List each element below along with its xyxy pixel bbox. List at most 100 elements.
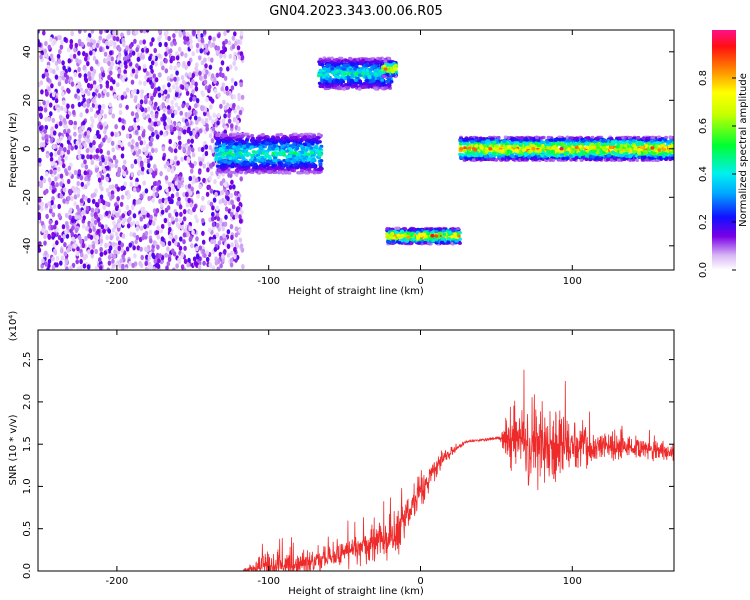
heatmap-cell [53,250,58,256]
heatmap-cell [209,104,213,110]
heatmap-cell [134,181,139,187]
heatmap-cell [44,261,48,267]
heatmap-cell [51,196,55,202]
heatmap-cell [173,155,178,161]
heatmap-cell [88,228,93,234]
heatmap-cell [133,122,137,129]
heatmap-cell [164,68,169,74]
heatmap-cell [40,89,44,95]
heatmap-cell [39,54,43,60]
heatmap-cell [155,229,160,235]
heatmap-cell [61,60,65,66]
heatmap-cell [176,62,181,68]
heatmap-cell [230,179,234,185]
heatmap-cell [150,82,155,88]
heatmap-cell [236,145,241,149]
heatmap-cell [238,109,243,116]
heatmap-cell [145,47,150,54]
heatmap-cell [177,46,182,52]
heatmap-cell [226,30,230,33]
heatmap-cell [236,45,241,51]
heatmap-cell [192,256,197,262]
heatmap-cell [202,120,206,126]
heatmap-cell [140,161,144,168]
heatmap-cell [197,146,202,152]
heatmap-cell [188,175,193,182]
heatmap-cell [109,235,113,241]
heatmap-cell [94,207,99,213]
heatmap-cell [142,112,146,118]
heatmap-cell [60,255,65,261]
heatmap-cell [120,153,125,159]
heatmap-cell [165,98,170,104]
heatmap-cell [63,107,67,113]
heatmap-cell [89,154,93,160]
heatmap-cell [191,72,195,79]
heatmap-cell [318,163,323,167]
heatmap-cell [202,30,207,35]
heatmap-cell [62,187,67,193]
heatmap-cell [121,118,125,124]
heatmap-cell [327,58,332,62]
heatmap-cell [135,226,140,232]
heatmap-cell [211,126,216,132]
heatmap-cell [446,237,451,241]
heatmap-cell [86,61,90,67]
heatmap-cell [240,54,245,61]
heatmap-cell [235,206,240,213]
heatmap-cell [79,175,84,181]
heatmap-cell [51,212,56,218]
heatmap-cell [346,75,351,79]
heatmap-cell [86,91,91,97]
heatmap-cell [38,125,43,131]
heatmap-cell [153,47,157,54]
heatmap-cell [344,58,349,62]
heatmap-cell [77,208,81,214]
heatmap-cell [335,78,340,83]
heatmap-cell [38,101,41,107]
heatmap-cell [90,147,94,153]
heatmap-cell [139,225,144,231]
heatmap-cell [79,265,83,270]
heatmap-cell [51,264,56,270]
heatmap-cell [170,216,175,222]
heatmap-cell [65,170,69,176]
heatmap-cell [178,175,182,181]
heatmap-cell [62,198,66,204]
heatmap-cell [120,194,125,200]
heatmap-cell [206,111,210,117]
heatmap-cell [167,117,172,123]
heatmap-cell [227,151,232,155]
heatmap-cell [174,102,179,108]
heatmap-cell [149,155,153,161]
heatmap-cell [108,108,113,114]
heatmap-cell [190,186,194,192]
heatmap-cell [89,46,93,52]
heatmap-cell [320,62,325,67]
heatmap-cell [396,226,400,231]
heatmap-cell [125,87,130,93]
heatmap-cell [83,76,88,82]
heatmap-cell [110,140,115,146]
heatmap-cell [258,164,263,168]
heatmap-cell [91,91,96,97]
heatmap-cell [91,217,95,223]
heatmap-cell [201,248,206,254]
heatmap-cell [59,173,64,179]
heatmap-cell [45,100,50,106]
heatmap-cell [93,84,97,90]
heatmap-cell [267,159,272,164]
heatmap-cell [216,112,221,119]
heatmap-cell [194,177,199,183]
heatmap-cell [385,227,390,231]
heatmap-cell [226,139,231,143]
heatmap-cell [317,153,322,157]
heatmap-cell [190,243,194,249]
heatmap-cell [132,199,137,205]
heatmap-cell [195,236,199,242]
heatmap-cell [100,109,104,115]
heatmap-cell [64,78,69,84]
heatmap-cell [223,30,227,36]
heatmap-cell [353,83,358,88]
